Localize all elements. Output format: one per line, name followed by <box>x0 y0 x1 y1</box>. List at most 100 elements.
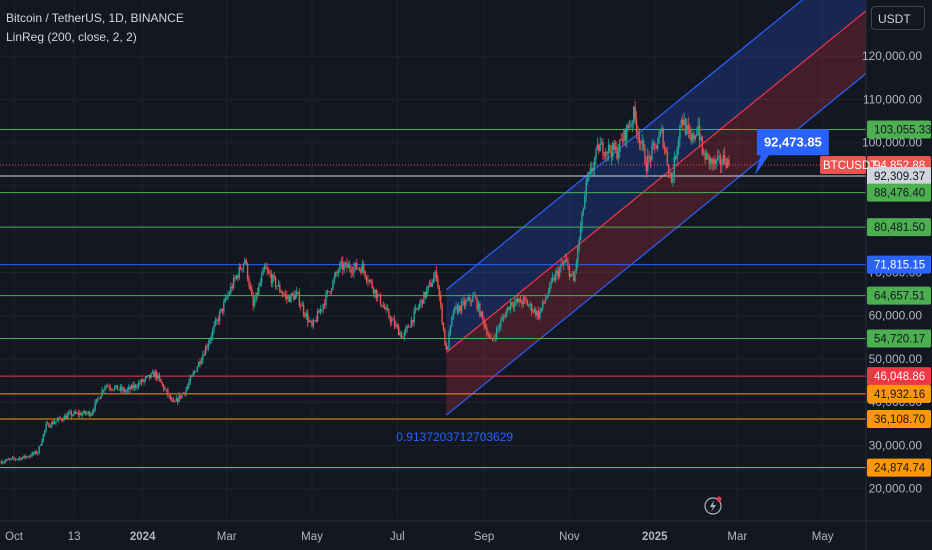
candle-body <box>162 384 165 390</box>
candle-body <box>578 239 580 247</box>
candle-body <box>607 144 610 154</box>
candle-body <box>38 445 40 453</box>
candle-body <box>241 268 243 270</box>
candle-body <box>66 414 68 419</box>
candle-body <box>230 286 232 294</box>
candle-body <box>60 418 63 420</box>
candle-body <box>164 389 166 391</box>
candle-body <box>371 281 373 288</box>
candle-body <box>430 282 432 287</box>
candle-body <box>279 284 281 292</box>
candle-body <box>237 275 239 278</box>
candle-body <box>602 142 604 155</box>
candle-body <box>452 313 454 317</box>
candle-body <box>560 264 562 269</box>
symbol-title[interactable]: Bitcoin / TetherUS, 1D, BINANCE <box>6 11 184 25</box>
y-tick-label: 60,000.00 <box>869 309 923 323</box>
candle-body <box>456 306 459 313</box>
candle-body <box>640 142 642 144</box>
candle-body <box>214 320 217 326</box>
candle-body <box>4 460 7 462</box>
candle-body <box>723 154 726 162</box>
candle-body <box>663 147 666 149</box>
candle-body <box>581 212 583 227</box>
candle-body <box>130 384 133 390</box>
candle-body <box>41 441 43 446</box>
candle-body <box>476 298 478 310</box>
candle-body <box>612 142 614 157</box>
candle-body <box>402 337 404 339</box>
candle-body <box>24 455 26 458</box>
x-tick-label: May <box>301 531 323 543</box>
candle-body <box>399 333 401 336</box>
candle-body <box>579 226 582 240</box>
candle-body <box>267 270 270 273</box>
candle-body <box>472 296 474 302</box>
candle-body <box>339 263 341 271</box>
candle-body <box>554 273 557 281</box>
candle-body <box>584 196 586 209</box>
candle-body <box>329 291 331 293</box>
level-tag <box>867 410 931 429</box>
candle-body <box>225 297 228 299</box>
currency-button[interactable]: USDT <box>871 6 925 30</box>
candle-body <box>98 398 101 400</box>
candle-body <box>501 317 503 321</box>
candle-body <box>512 305 515 307</box>
candle-body <box>379 294 382 305</box>
candle-body <box>140 379 143 384</box>
x-tick-label: 2025 <box>642 531 668 543</box>
candle-body <box>46 423 49 424</box>
candle-body <box>35 451 38 454</box>
candle-body <box>67 412 70 415</box>
candle-body <box>312 320 315 327</box>
candle-body <box>309 320 312 322</box>
candle-body <box>670 173 673 183</box>
candle-body <box>642 141 645 148</box>
candle-body <box>161 382 163 385</box>
price-tag: 64,657.51 <box>867 286 931 305</box>
candle-body <box>144 377 147 380</box>
candle-body <box>80 412 82 416</box>
candle-body <box>511 302 513 306</box>
candle-body <box>620 139 622 141</box>
candle-body <box>553 277 555 281</box>
candle-body <box>97 398 99 400</box>
candle-body <box>647 156 649 172</box>
candle-body <box>558 268 561 277</box>
candle-body <box>135 384 137 388</box>
candle-body <box>217 319 219 322</box>
candle-body <box>102 389 105 391</box>
candle-body <box>118 389 120 391</box>
candle-body <box>200 360 203 364</box>
candle-body <box>346 262 348 268</box>
candle-body <box>105 385 108 387</box>
candle-body <box>281 292 284 295</box>
y-tick-label: 50,000.00 <box>869 352 923 366</box>
level-tag <box>867 218 931 237</box>
candle-body <box>283 294 285 296</box>
candle-body <box>318 311 320 313</box>
level-tag-label: 46,048.86 <box>874 371 925 383</box>
candle-body <box>536 311 538 316</box>
candle-body <box>51 421 53 427</box>
candle-body <box>294 294 296 300</box>
candle-body <box>260 275 263 283</box>
candle-body <box>109 388 112 389</box>
candle-body <box>308 320 310 322</box>
candle-body <box>438 287 440 296</box>
candle-body <box>494 337 496 339</box>
candle-body <box>218 311 221 322</box>
candle-body <box>680 119 683 126</box>
level-tag-label: 36,108.70 <box>874 414 925 426</box>
indicator-legend[interactable]: LinReg (200, close, 2, 2) <box>6 30 137 44</box>
candle-body <box>76 412 78 414</box>
candle-body <box>20 457 22 460</box>
candle-body <box>211 329 214 337</box>
candle-body <box>718 155 720 157</box>
candle-body <box>473 295 475 297</box>
candle-body <box>498 326 501 328</box>
candle-body <box>314 320 316 322</box>
candle-body <box>202 354 204 361</box>
